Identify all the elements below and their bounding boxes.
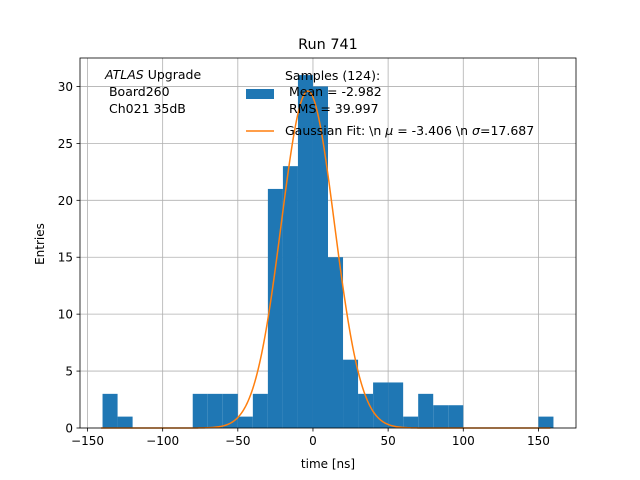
x-tick-label: 100 [452, 434, 475, 448]
histogram-bars [102, 75, 554, 429]
annotation-line-2: Board260 [105, 84, 170, 99]
y-tick-label: 5 [65, 365, 73, 379]
x-tick-label: −100 [146, 434, 179, 448]
histogram-bar [237, 416, 253, 428]
plot-frame [79, 57, 577, 429]
y-tick-label: 15 [58, 251, 73, 265]
histogram-bar [373, 382, 389, 428]
atlas-annotation: ATLAS Upgrade Board260 Ch021 35dB [104, 67, 201, 116]
histogram-bar [418, 393, 434, 428]
histogram-bar [192, 393, 208, 428]
histogram-bar [222, 393, 238, 428]
y-tick-label: 20 [58, 194, 73, 208]
x-tick-label: −50 [225, 434, 250, 448]
legend-hist-line-1: Samples (124): [285, 68, 380, 83]
annotation-line-1: ATLAS Upgrade [104, 67, 201, 82]
y-tick-label: 30 [58, 80, 73, 94]
annotation-line-3: Ch021 35dB [105, 101, 186, 116]
legend: Samples (124): Mean = -2.982 RMS = 39.99… [246, 68, 534, 138]
x-axis-ticks: −150 −100 −50 0 50 100 150 [71, 428, 550, 448]
x-tick-label: 150 [527, 434, 550, 448]
y-tick-label: 10 [58, 308, 73, 322]
histogram-bar [358, 393, 374, 428]
legend-hist-line-2: Mean = -2.982 [285, 84, 382, 99]
histogram-bar [252, 393, 268, 428]
histogram-bar [328, 257, 344, 428]
histogram-bar [207, 393, 223, 428]
x-tick-label: 50 [380, 434, 395, 448]
legend-hist-line-3: RMS = 39.997 [285, 101, 379, 116]
histogram-bar [102, 393, 118, 428]
x-tick-label: 0 [309, 434, 317, 448]
legend-fit-label: Gaussian Fit: \n μ = -3.406 \n σ=17.687 [285, 123, 534, 138]
upgrade-label: Upgrade [144, 67, 202, 82]
chart-title: Run 741 [298, 37, 358, 53]
y-tick-label: 0 [65, 422, 73, 436]
histogram-bar [343, 359, 359, 428]
histogram-bar [267, 188, 283, 428]
histogram-bar [282, 166, 298, 428]
y-axis-ticks: 0 5 10 15 20 25 30 [58, 80, 80, 436]
histogram-bar [117, 416, 133, 428]
histogram-bar [297, 75, 313, 429]
histogram-bar [312, 86, 328, 428]
histogram-bar [538, 416, 554, 428]
histogram-bar [448, 405, 464, 428]
y-axis-label: Entries [33, 223, 47, 265]
atlas-label: ATLAS [104, 67, 144, 82]
histogram-bar [433, 405, 449, 428]
histogram-bar [388, 382, 404, 428]
y-tick-label: 25 [58, 137, 73, 151]
x-axis-label: time [ns] [301, 457, 355, 471]
x-tick-label: −150 [71, 434, 104, 448]
histogram-bar [403, 416, 419, 428]
legend-hist-swatch [246, 89, 274, 99]
